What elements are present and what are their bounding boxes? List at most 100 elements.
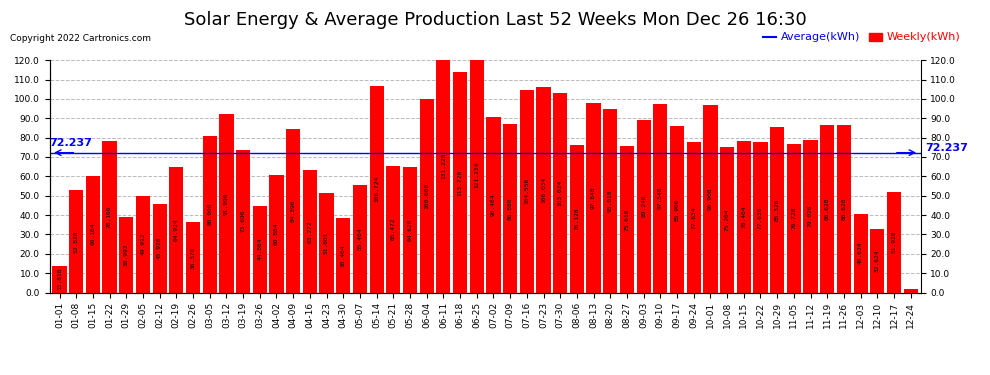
Bar <box>837 125 851 292</box>
Bar <box>770 128 784 292</box>
Bar <box>420 99 434 292</box>
Text: 78.166: 78.166 <box>107 206 112 228</box>
Text: 60.184: 60.184 <box>90 223 95 246</box>
Bar <box>737 141 750 292</box>
Bar <box>703 105 718 292</box>
Bar <box>453 72 467 292</box>
Text: 75.204: 75.204 <box>725 209 730 231</box>
Text: 86.628: 86.628 <box>842 197 846 220</box>
Text: 80.900: 80.900 <box>207 203 212 225</box>
Text: 38.464: 38.464 <box>341 244 346 267</box>
Text: 77.636: 77.636 <box>758 206 763 229</box>
Text: 32.624: 32.624 <box>875 250 880 272</box>
Text: 77.634: 77.634 <box>691 206 696 229</box>
Bar <box>887 192 901 292</box>
Bar <box>303 170 317 292</box>
Text: 85.906: 85.906 <box>674 198 679 220</box>
Text: 104.556: 104.556 <box>525 178 530 204</box>
Bar <box>119 217 134 292</box>
Text: 106.724: 106.724 <box>374 176 379 203</box>
Text: 76.128: 76.128 <box>574 207 579 230</box>
Text: 63.272: 63.272 <box>307 220 313 243</box>
Text: 95.018: 95.018 <box>608 189 613 212</box>
Bar <box>186 222 200 292</box>
Text: 121.234: 121.234 <box>474 162 479 188</box>
Bar <box>136 196 150 292</box>
Text: 100.000: 100.000 <box>424 183 430 209</box>
Text: 44.864: 44.864 <box>257 238 262 260</box>
Bar <box>637 120 650 292</box>
Text: 49.912: 49.912 <box>141 233 146 255</box>
Bar <box>236 150 250 292</box>
Bar <box>720 147 735 292</box>
Text: 76.728: 76.728 <box>791 207 796 230</box>
Bar <box>904 289 918 292</box>
Bar <box>520 90 534 292</box>
Bar <box>804 140 818 292</box>
Legend: Average(kWh), Weekly(kWh): Average(kWh), Weekly(kWh) <box>758 28 964 47</box>
Bar <box>69 190 83 292</box>
Text: 65.472: 65.472 <box>391 218 396 240</box>
Text: 97.548: 97.548 <box>657 187 663 209</box>
Text: 86.628: 86.628 <box>825 197 830 220</box>
Text: 103.024: 103.024 <box>557 180 562 206</box>
Bar <box>653 104 667 292</box>
Text: 89.240: 89.240 <box>642 195 646 217</box>
Text: 75.618: 75.618 <box>625 208 630 231</box>
Bar <box>269 175 283 292</box>
Text: 90.464: 90.464 <box>491 194 496 216</box>
Text: 13.818: 13.818 <box>57 268 62 290</box>
Text: 79.026: 79.026 <box>808 205 813 227</box>
Bar <box>586 103 601 292</box>
Bar <box>620 146 634 292</box>
Text: 45.920: 45.920 <box>157 237 162 259</box>
Text: 78.404: 78.404 <box>742 206 746 228</box>
Text: 72.237: 72.237 <box>50 138 92 148</box>
Text: 51.601: 51.601 <box>324 231 329 254</box>
Bar <box>386 166 400 292</box>
Bar <box>503 124 517 292</box>
Bar <box>220 114 234 292</box>
Text: 85.326: 85.326 <box>774 199 780 221</box>
Bar <box>469 58 484 292</box>
Text: 38.992: 38.992 <box>124 243 129 266</box>
Bar <box>553 93 567 292</box>
Bar <box>403 167 417 292</box>
Bar <box>52 266 66 292</box>
Bar <box>320 193 334 292</box>
Bar <box>352 185 367 292</box>
Bar <box>753 142 767 292</box>
Bar <box>86 176 100 292</box>
Text: 106.034: 106.034 <box>541 177 546 203</box>
Bar <box>203 136 217 292</box>
Bar <box>687 142 701 292</box>
Text: 97.848: 97.848 <box>591 186 596 209</box>
Text: 64.620: 64.620 <box>408 219 413 241</box>
Text: 131.220: 131.220 <box>441 152 446 178</box>
Text: 84.396: 84.396 <box>291 200 296 222</box>
Bar <box>870 230 884 292</box>
Text: 64.924: 64.924 <box>174 218 179 241</box>
Text: 36.376: 36.376 <box>190 246 196 268</box>
Bar <box>537 87 550 292</box>
Bar <box>437 39 450 292</box>
Text: 60.884: 60.884 <box>274 222 279 245</box>
Bar <box>152 204 166 292</box>
Text: 96.908: 96.908 <box>708 188 713 210</box>
Text: 40.624: 40.624 <box>858 242 863 264</box>
Text: Solar Energy & Average Production Last 52 Weeks Mon Dec 26 16:30: Solar Energy & Average Production Last 5… <box>183 11 807 29</box>
Bar <box>337 218 350 292</box>
Bar <box>570 145 584 292</box>
Bar <box>486 117 501 292</box>
Bar <box>603 108 618 292</box>
Bar <box>820 125 835 292</box>
Text: 91.996: 91.996 <box>224 192 229 215</box>
Text: 73.696: 73.696 <box>241 210 246 232</box>
Text: 55.464: 55.464 <box>357 228 362 250</box>
Bar <box>369 86 384 292</box>
Text: 72.237: 72.237 <box>925 142 968 153</box>
Bar <box>787 144 801 292</box>
Bar <box>252 206 267 292</box>
Bar <box>286 129 300 292</box>
Bar <box>169 167 183 292</box>
